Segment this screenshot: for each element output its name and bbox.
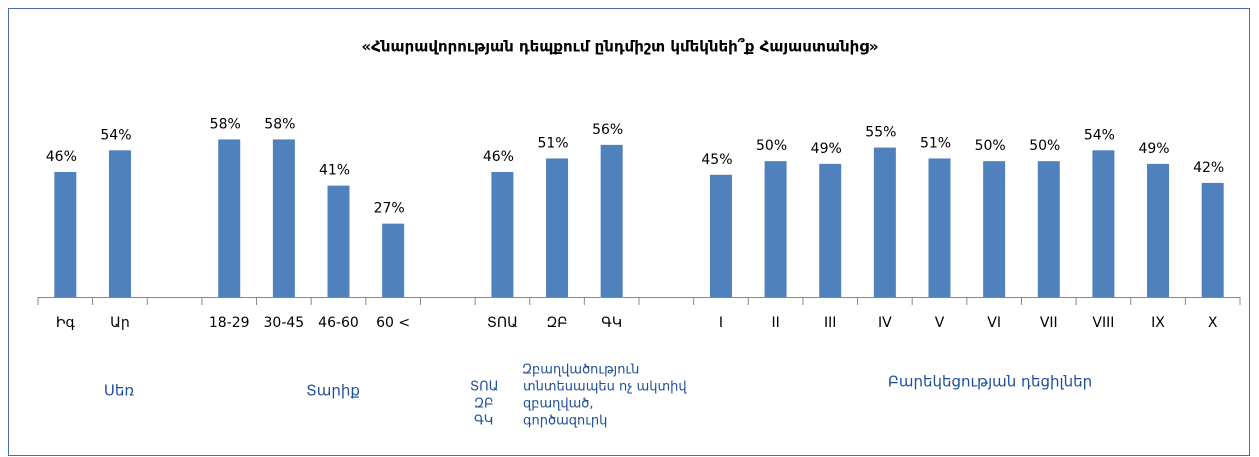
- data-label: 50%: [1029, 138, 1060, 154]
- legend-code: ԶԲ: [474, 397, 494, 412]
- bar: [983, 161, 1006, 297]
- data-label: 49%: [811, 141, 842, 157]
- legend-text: զբաղված,: [523, 397, 594, 412]
- bar: [928, 158, 951, 297]
- data-label: 49%: [1138, 141, 1169, 157]
- bar: [1092, 150, 1115, 297]
- x-tick-label: ՏՈԱ: [487, 315, 518, 331]
- x-tick-label: X: [1208, 315, 1218, 331]
- x-tick-label: ԳԿ: [601, 315, 622, 331]
- bar: [108, 150, 131, 297]
- bar: [491, 172, 514, 297]
- x-tick-label: I: [719, 315, 723, 331]
- data-label: 50%: [756, 138, 787, 154]
- x-tick-label: 30-45: [264, 315, 305, 331]
- data-label: 45%: [701, 152, 732, 168]
- data-label: 50%: [975, 138, 1006, 154]
- bar: [218, 139, 241, 297]
- group-label: Սեռ: [104, 382, 134, 400]
- data-label: 58%: [210, 116, 241, 132]
- legend-text: գործազուրկ: [523, 414, 607, 429]
- bar: [382, 223, 405, 297]
- x-tick-label: Իգ: [56, 315, 76, 331]
- data-label: 46%: [46, 149, 77, 165]
- group-label: Տարիք: [306, 382, 360, 400]
- chart-title: «Հնարավորության դեպքում ընդմիշտ կմեկնեի՞…: [361, 38, 878, 56]
- x-tick-label: IX: [1151, 315, 1165, 331]
- x-tick-label: III: [824, 315, 836, 331]
- bar: [54, 172, 77, 297]
- bar: [873, 147, 896, 297]
- data-label: 51%: [537, 135, 568, 151]
- bar: [600, 144, 623, 297]
- bar: [764, 161, 787, 297]
- data-label: 58%: [264, 116, 295, 132]
- data-label: 27%: [374, 201, 405, 217]
- bar: [546, 158, 569, 297]
- x-tick-label: VII: [1040, 315, 1058, 331]
- data-label: 54%: [100, 127, 131, 143]
- data-label: 46%: [483, 149, 514, 165]
- data-label: 51%: [920, 135, 951, 151]
- data-label: 42%: [1193, 160, 1224, 176]
- data-label: 54%: [1084, 127, 1115, 143]
- data-label: 55%: [865, 125, 896, 141]
- x-tick-label: ԶԲ: [547, 315, 568, 331]
- bar: [1147, 163, 1170, 297]
- x-tick-label: 60 <: [376, 315, 410, 331]
- x-tick-label: Ար: [110, 315, 130, 331]
- bar: [327, 185, 350, 297]
- bar: [1037, 161, 1060, 297]
- x-tick-label: IV: [878, 315, 892, 331]
- bar: [1201, 182, 1224, 297]
- data-label: 56%: [592, 122, 623, 138]
- x-tick-label: 46-60: [318, 315, 359, 331]
- data-label: 41%: [319, 163, 350, 179]
- legend-text: տնտեսապես ոչ ակտիվ: [523, 380, 687, 395]
- legend-title: Զբաղվածություն: [522, 363, 639, 378]
- x-tick-label: VI: [987, 315, 1001, 331]
- bar: [819, 163, 842, 297]
- x-tick-label: II: [771, 315, 779, 331]
- x-tick-label: 18-29: [209, 315, 250, 331]
- legend-code: ՏՈԱ: [470, 380, 499, 395]
- x-tick-label: VIII: [1092, 315, 1114, 331]
- x-tick-label: V: [935, 315, 945, 331]
- legend-code: ԳԿ: [474, 414, 493, 429]
- bar: [272, 139, 295, 297]
- bar: [709, 174, 732, 297]
- group-label: Բարեկեցության դեցիլներ: [888, 373, 1092, 391]
